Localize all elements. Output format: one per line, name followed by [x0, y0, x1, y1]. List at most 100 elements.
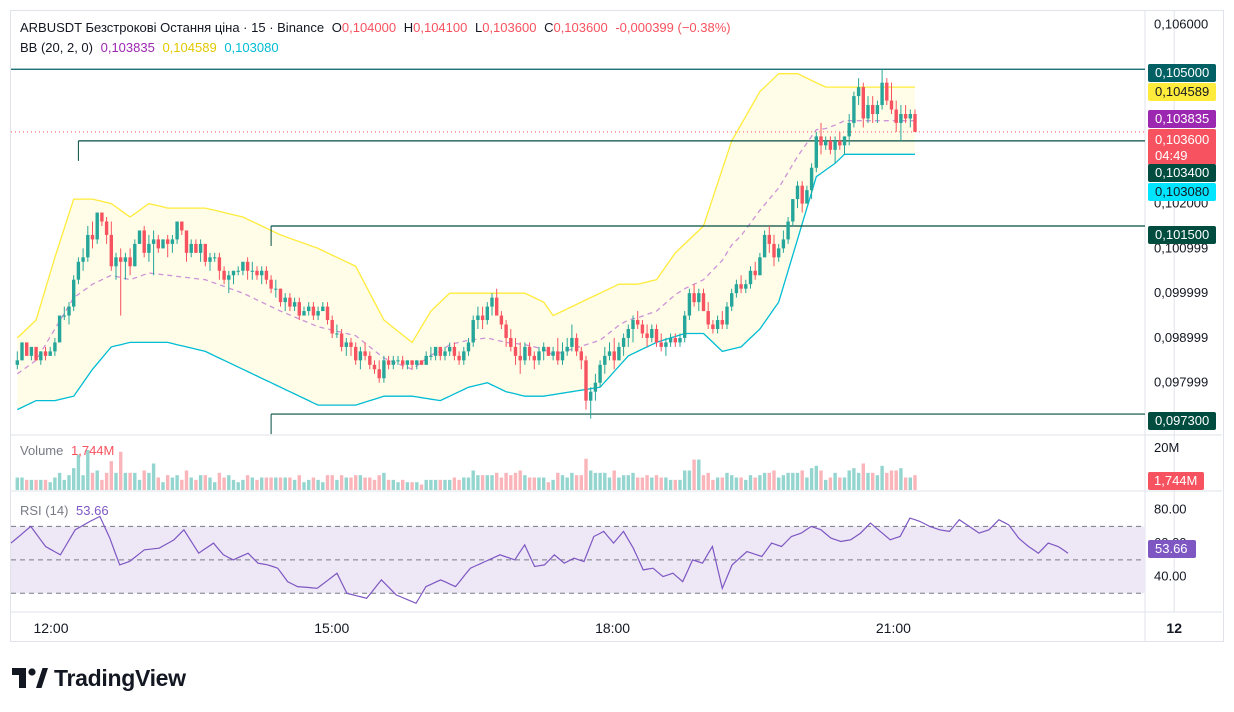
candle [767, 225, 771, 253]
candle-body [650, 328, 654, 338]
candle-body [490, 297, 494, 307]
candle [814, 131, 818, 173]
candle-body [57, 315, 62, 343]
candle [551, 346, 555, 361]
candle [791, 199, 795, 226]
volume-bar [433, 479, 438, 490]
candle [730, 288, 734, 312]
volume-bar [349, 477, 353, 490]
candle-body [579, 351, 583, 361]
candle [762, 230, 767, 258]
candle-body [509, 337, 513, 347]
candle [274, 279, 278, 298]
price-tag [1148, 64, 1216, 82]
volume-bar [589, 470, 593, 490]
candle-body [123, 257, 128, 262]
bb-label: BB (20, 2, 0) [20, 40, 93, 55]
volume-bar [631, 472, 635, 490]
volume-bar [288, 477, 292, 490]
candle-body [20, 342, 24, 361]
candle [715, 315, 720, 334]
volume-bar [250, 477, 254, 490]
volume-bar [866, 472, 870, 490]
candle-body [311, 306, 316, 316]
price-tag [1148, 129, 1216, 165]
volume-bar [415, 482, 419, 490]
price-axis-label: 0,099999 [1154, 285, 1208, 300]
volume-bar [339, 475, 344, 490]
candle [15, 351, 19, 370]
volume-bar [203, 475, 207, 490]
candle [198, 239, 203, 262]
volume-bar [706, 472, 710, 490]
symbol-line: ARBUSDT Безстрокові Остання ціна · 15 · … [20, 20, 325, 35]
volume-bar [382, 472, 386, 490]
candle-body [734, 284, 739, 294]
candle-body [527, 346, 532, 356]
volume-bar [358, 475, 363, 490]
volume-bar [147, 472, 151, 490]
candle-body [448, 346, 452, 352]
candle-body [401, 360, 405, 365]
price-tag [1148, 412, 1216, 430]
candle [231, 270, 236, 285]
volume-bar [274, 477, 278, 490]
volume-bar [645, 475, 649, 490]
bb-upper-value: 0,104589 [162, 40, 217, 55]
volume-bar [908, 477, 912, 490]
rsi-legend: RSI (14) 53.66 [20, 503, 113, 518]
volume-legend: Volume 1,744M [20, 443, 118, 458]
candle [640, 320, 645, 338]
candle [866, 96, 870, 123]
candle [509, 328, 513, 352]
candle-body [584, 360, 588, 401]
candle [701, 288, 706, 312]
candle [908, 109, 912, 128]
candle-body [410, 360, 414, 365]
candle-body [593, 382, 598, 392]
candle-body [156, 239, 160, 249]
volume-bar [692, 459, 696, 490]
candle-body [537, 351, 541, 361]
volume-bar [217, 472, 222, 490]
candle [405, 360, 410, 370]
candle [856, 78, 861, 106]
candle [133, 239, 137, 267]
candle-body [828, 140, 833, 150]
candle [339, 328, 344, 352]
volume-bar [354, 475, 358, 490]
volume-bar [527, 477, 532, 490]
candle [617, 342, 621, 361]
price-tag-label: 0,103400 [1155, 165, 1209, 180]
volume-bar [72, 468, 76, 490]
candle-body [86, 234, 90, 258]
volume-bar [556, 472, 560, 490]
candle [264, 266, 269, 285]
volume-bar [25, 479, 29, 490]
volume-bar [260, 477, 264, 490]
candle-body [621, 337, 626, 347]
candle [579, 346, 583, 370]
candle [170, 234, 175, 253]
candle-body [819, 136, 823, 146]
volume-bar [762, 472, 767, 490]
candle [401, 355, 405, 370]
volume-bar [495, 472, 499, 490]
candle-body [170, 239, 175, 244]
candle-body [288, 297, 292, 307]
tradingview-logo[interactable]: TradingView [12, 664, 186, 692]
volume-bar [321, 482, 325, 490]
rsi-label: RSI (14) [20, 503, 69, 518]
candle-body [626, 328, 630, 338]
candle [819, 122, 823, 155]
volume-bar [462, 477, 466, 490]
price-axis-label: 0,097999 [1154, 375, 1208, 390]
candle [292, 297, 297, 312]
volume-bar [730, 475, 734, 490]
volume-bar [213, 482, 217, 490]
candle [297, 297, 301, 321]
candle [687, 288, 692, 321]
candle-body [744, 284, 748, 289]
candle-body [316, 311, 320, 316]
